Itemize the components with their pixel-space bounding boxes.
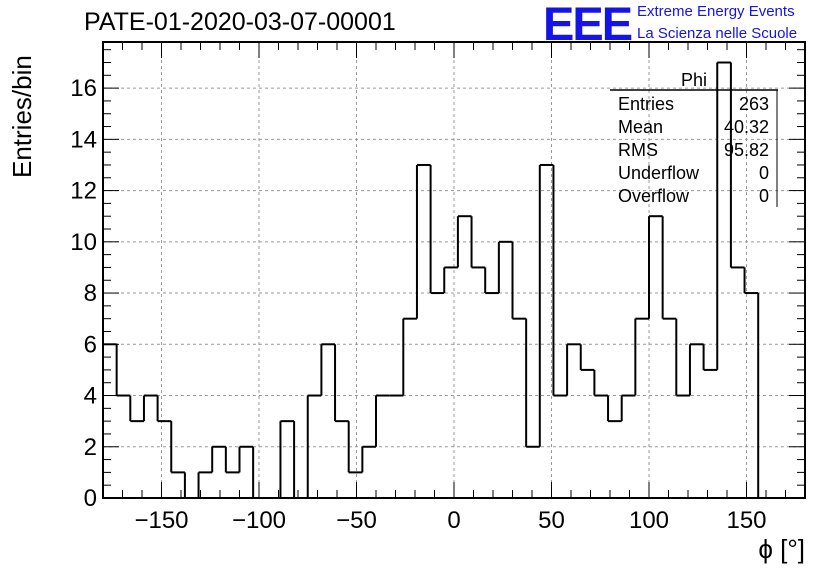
x-tick-label: −150	[134, 507, 188, 534]
y-tick-label: 2	[84, 434, 97, 461]
x-tick-label: 50	[538, 507, 565, 534]
y-tick-label: 12	[70, 178, 97, 205]
stats-label: Underflow	[618, 163, 700, 183]
logo-tagline-2: La Scienza nelle Scuole	[637, 25, 798, 42]
y-tick-label: 4	[84, 383, 97, 410]
stats-value: 263	[739, 94, 769, 114]
y-tick-label: 0	[84, 485, 97, 512]
stats-label: Mean	[618, 117, 663, 137]
x-tick-label: 100	[629, 507, 669, 534]
y-tick-label: 14	[70, 126, 97, 153]
eee-logo: EEE	[543, 0, 633, 50]
logo-tagline-1: Extreme Energy Events	[637, 3, 795, 20]
y-tick-label: 16	[70, 75, 97, 102]
x-tick-label: 0	[447, 507, 460, 534]
y-tick-label: 6	[84, 331, 97, 358]
x-axis-label: ϕ [°]	[758, 534, 805, 564]
stats-value: 95.82	[724, 140, 769, 160]
x-tick-label: −50	[336, 507, 377, 534]
stats-label: RMS	[618, 140, 658, 160]
stats-value: 0	[759, 163, 769, 183]
stats-value: 0	[759, 186, 769, 206]
run-title: PATE-01-2020-03-07-00001	[84, 8, 396, 36]
y-axis-label: Entries/bin	[7, 55, 37, 178]
x-tick-label: 150	[726, 507, 766, 534]
stats-label: Entries	[618, 94, 674, 114]
stats-value: 40.32	[724, 117, 769, 137]
stats-label: Overflow	[618, 186, 690, 206]
stats-box-title: Phi	[681, 70, 707, 90]
y-tick-label: 10	[70, 229, 97, 256]
y-tick-label: 8	[84, 280, 97, 307]
x-tick-label: −100	[232, 507, 286, 534]
